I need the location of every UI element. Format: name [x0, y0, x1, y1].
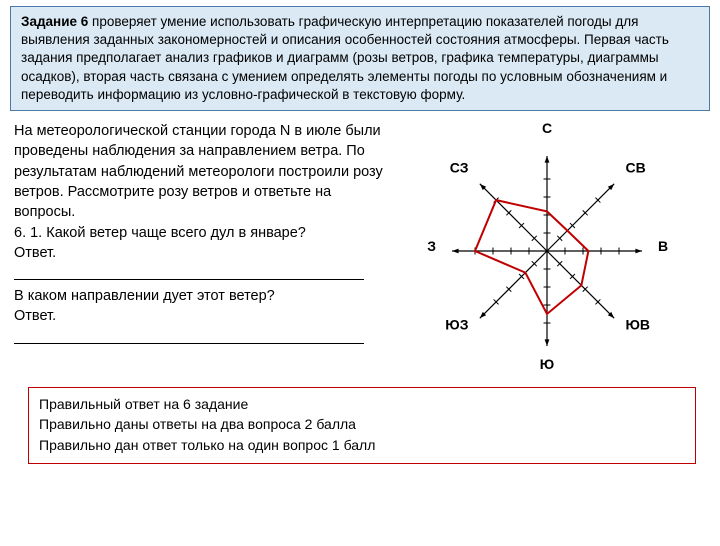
svg-text:ЮВ: ЮВ — [625, 317, 650, 333]
task-description: проверяет умение использовать графическу… — [21, 14, 669, 102]
answer-label-1: Ответ. — [14, 243, 384, 263]
svg-text:ЮЗ: ЮЗ — [445, 317, 468, 333]
svg-text:СЗ: СЗ — [450, 160, 469, 176]
scoring-box: Правильный ответ на 6 задание Правильно … — [28, 387, 696, 464]
intro-text: На метеорологической станции города N в … — [14, 121, 384, 222]
task-number: Задание 6 — [21, 14, 88, 29]
scoring-title: Правильный ответ на 6 задание — [39, 394, 685, 414]
svg-text:С: С — [542, 121, 552, 136]
svg-text:СВ: СВ — [625, 160, 645, 176]
chart-column: С СВ В ЮВ Ю ЮЗ З СЗ — [392, 121, 712, 381]
task-header: Задание 6 проверяет умение использовать … — [10, 6, 710, 111]
svg-text:Ю: Ю — [540, 356, 554, 372]
windrose-chart: С СВ В ЮВ Ю ЮЗ З СЗ — [392, 121, 712, 381]
answer-blank-1 — [14, 263, 364, 280]
question-1: 6. 1. Какой ветер чаще всего дул в январ… — [14, 223, 384, 243]
question-column: На метеорологической станции города N в … — [14, 121, 392, 381]
answer-label-2: Ответ. — [14, 306, 384, 326]
svg-text:З: З — [427, 238, 436, 254]
body-area: На метеорологической станции города N в … — [0, 117, 720, 381]
scoring-line-3: Правильно дан ответ только на один вопро… — [39, 435, 685, 455]
scoring-line-2: Правильно даны ответы на два вопроса 2 б… — [39, 414, 685, 434]
svg-text:В: В — [658, 238, 668, 254]
answer-blank-2 — [14, 327, 364, 344]
question-2: В каком направлении дует этот ветер? — [14, 286, 384, 306]
